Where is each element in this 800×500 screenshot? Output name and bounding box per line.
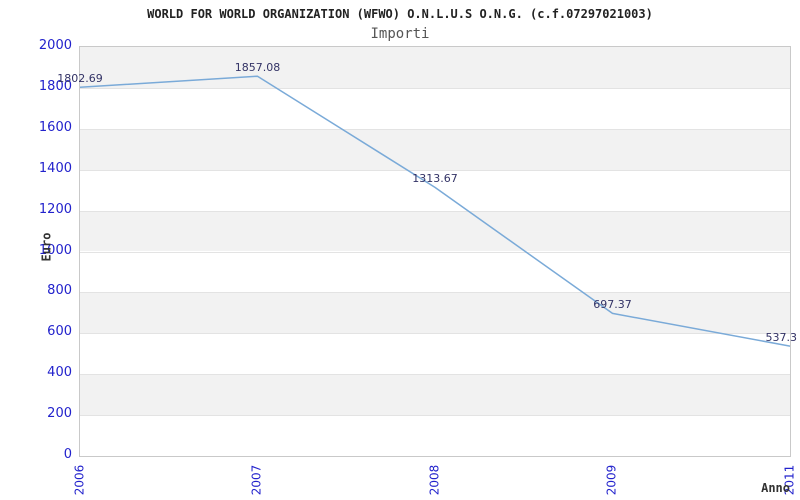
plot-band [80,251,790,293]
series-line-svg [80,75,790,347]
y-tick-label: 1800 [38,78,72,94]
gridline [80,415,790,417]
x-axis-title: Anno [761,481,790,495]
x-tick-label: 2009 [604,464,619,496]
y-tick-label: 400 [47,365,72,381]
y-tick-label: 800 [47,283,72,299]
y-tick-label: 1000 [38,242,72,258]
x-tick-box: 2007 [235,458,279,500]
gridline [80,169,790,171]
data-point-label: 1802.69 [57,72,103,86]
data-point-label: 1313.67 [412,172,458,186]
plot-band [80,374,790,416]
y-tick-label: 1400 [38,160,72,176]
series-line [80,75,790,347]
gridline [80,210,790,212]
y-tick-label: 2000 [38,38,72,53]
plot-band [80,47,790,88]
gridline [80,251,790,253]
plot-band [80,87,790,129]
x-tick-label: 2006 [71,464,86,496]
plot-band [80,210,790,252]
x-tick-box: 2009 [590,458,634,500]
y-tick-label: 1600 [38,119,72,135]
y-axis-title: Euro [39,232,53,262]
y-axis-title-box: Euro [24,225,68,269]
plot-area: 1802.69 1857.08 1313.67 697.37 537.3 [57,46,797,457]
plot-band [80,333,790,375]
plot-band [80,415,790,456]
y-tick-label: 600 [47,324,72,340]
plot-band [80,128,790,170]
chart-subtitle: Importi [370,26,430,42]
plot-band [80,169,790,211]
x-tick-box: 2006 [57,458,101,500]
gridline [80,87,790,89]
gridline [80,333,790,335]
gridline [80,128,790,130]
x-tick-box: 2008 [412,458,456,500]
gridline [80,374,790,376]
y-tick-label: 200 [47,406,72,422]
gridline [80,292,790,294]
x-tick-label: 2007 [249,464,264,496]
plot-band [80,292,790,334]
data-point-label: 1857.08 [234,61,281,75]
data-point-label: 697.37 [593,298,632,312]
x-tick-label: 2008 [426,464,441,496]
data-point-label: 537.3 [765,331,798,345]
y-tick-label: 0 [63,447,72,462]
y-tick-label: 1200 [38,201,72,217]
chart-title: WORLD FOR WORLD ORGANIZATION (WFWO) O.N.… [147,7,653,21]
